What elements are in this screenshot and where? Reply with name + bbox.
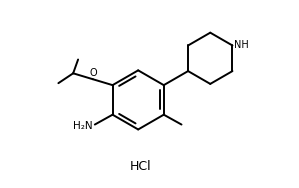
Text: HCl: HCl bbox=[129, 160, 151, 173]
Text: H₂N: H₂N bbox=[73, 121, 93, 130]
Text: NH: NH bbox=[234, 40, 249, 50]
Text: O: O bbox=[89, 68, 97, 78]
